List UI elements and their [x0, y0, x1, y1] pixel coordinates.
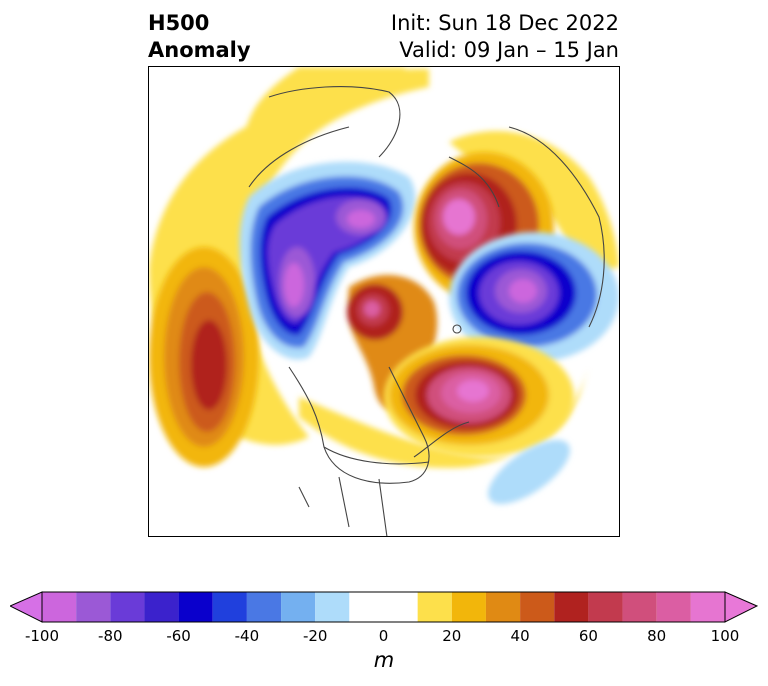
colorbar-segment — [110, 592, 145, 622]
coastlines — [248, 86, 605, 536]
colorbar-segment — [520, 592, 555, 622]
siberia-negative-anomaly — [239, 161, 416, 360]
colorbar — [10, 591, 758, 623]
colorbar-segment — [622, 592, 657, 622]
colorbar-tick-label: -20 — [302, 627, 328, 645]
anomaly-map — [148, 66, 620, 537]
colorbar-tick-label: 0 — [378, 627, 389, 645]
colorbar-tick-label: 20 — [442, 627, 462, 645]
colorbar-segments — [42, 592, 725, 622]
colorbar-segment — [690, 592, 725, 622]
colorbar-segment — [42, 592, 77, 622]
title-line-1: H500 — [148, 11, 210, 35]
chart-title: H500 Anomaly — [148, 10, 251, 64]
colorbar-unit-label: m — [373, 648, 395, 672]
colorbar-tick-label: 40 — [510, 627, 530, 645]
map-canvas — [149, 67, 619, 536]
colorbar-segment — [417, 592, 452, 622]
colorbar-tick-label: -80 — [98, 627, 123, 645]
valid-range: Valid: 09 Jan – 15 Jan — [399, 38, 619, 62]
forecast-dates: Init: Sun 18 Dec 2022 Valid: 09 Jan – 15… — [391, 10, 619, 64]
colorbar-segment — [485, 592, 521, 622]
europe-positive-anomaly — [384, 337, 574, 457]
colorbar-tick-label: -100 — [24, 627, 60, 645]
greenland-negative-anomaly — [449, 232, 619, 362]
colorbar-segment — [554, 592, 589, 622]
colorbar-under-arrow — [10, 591, 43, 623]
colorbar-segment — [246, 592, 282, 622]
colorbar-over-arrow — [724, 591, 758, 623]
colorbar-tick-label: 80 — [647, 627, 667, 645]
colorbar-segment — [76, 592, 111, 622]
colorbar-segment — [281, 592, 316, 622]
colorbar-segment — [144, 592, 179, 622]
colorbar-segment — [349, 592, 418, 622]
pacific-positive-anomaly — [149, 247, 259, 467]
colorbar-outline — [41, 591, 726, 623]
colorbar-tick-label: -40 — [234, 627, 260, 645]
colorbar-segment — [212, 592, 247, 622]
colorbar-segment — [656, 592, 691, 622]
colorbar-tick-label: 100 — [710, 627, 740, 645]
colorbar-tick-label: 60 — [578, 627, 598, 645]
atlantic-negative-anomaly — [488, 439, 570, 505]
colorbar-tick-labels: -100 -80 -60 -40 -20 0 20 40 60 80 100 — [0, 627, 768, 649]
colorbar-segment — [451, 592, 486, 622]
colorbar-segment — [315, 592, 350, 622]
colorbar-segment — [178, 592, 213, 622]
colorbar-tick-label: -60 — [166, 627, 191, 645]
title-line-2: Anomaly — [148, 38, 251, 62]
colorbar-segment — [588, 592, 623, 622]
init-date: Init: Sun 18 Dec 2022 — [390, 11, 619, 35]
